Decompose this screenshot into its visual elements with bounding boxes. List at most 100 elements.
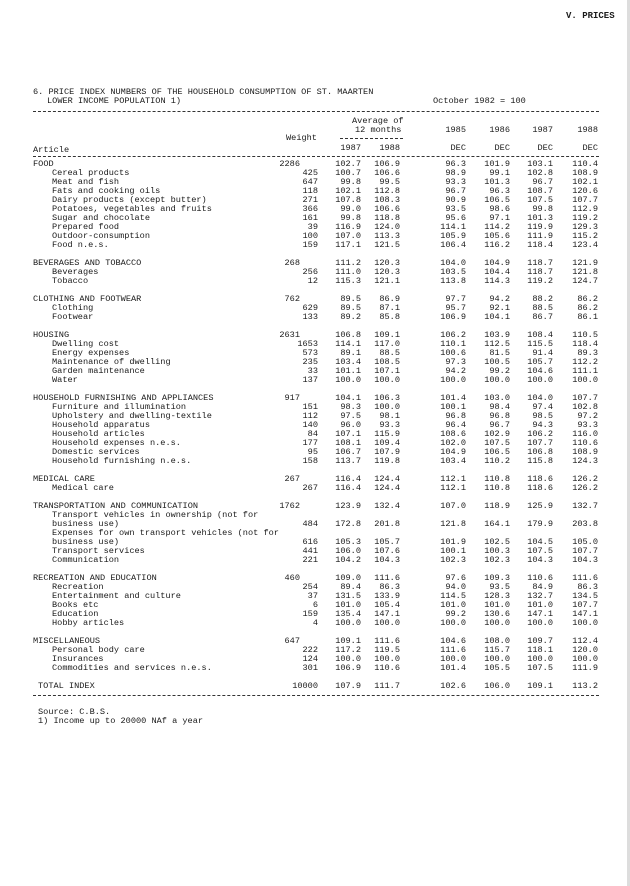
value-cell: 104.6 xyxy=(527,366,553,376)
value-cell: 121.8 xyxy=(572,267,598,277)
value-cell: 111.6 xyxy=(374,573,400,583)
value-cell: 114.1 xyxy=(335,339,361,349)
weight-cell: 460 xyxy=(284,573,300,583)
value-cell: 112.8 xyxy=(374,186,400,196)
value-cell: 100.6 xyxy=(440,348,466,358)
row-label: Water xyxy=(52,375,78,385)
value-cell: 117.1 xyxy=(335,240,361,250)
value-cell: 86.2 xyxy=(577,303,598,313)
row-label: Insurances xyxy=(52,654,104,664)
value-cell: 103.1 xyxy=(527,159,553,169)
value-cell: 104.3 xyxy=(374,555,400,565)
row-label: Entertainment and culture xyxy=(52,591,181,601)
value-cell: 100.1 xyxy=(440,546,466,556)
item-row: Entertainment and culture 37 131.5 133.9 114… xyxy=(0,592,630,601)
value-cell: 109.1 xyxy=(527,681,553,691)
dec-year-1988: 1988 xyxy=(577,125,598,135)
weight-cell: 140 xyxy=(302,420,318,430)
item-row: Hobby articles 4 100.0 100.0 100.0 100.0 100.0… xyxy=(0,619,630,628)
value-cell: 97.6 xyxy=(445,573,466,583)
weight-cell: 137 xyxy=(302,375,318,385)
value-cell: 97.5 xyxy=(340,411,361,421)
value-cell: 89.5 xyxy=(340,303,361,313)
value-cell: 107.1 xyxy=(335,429,361,439)
value-cell: 111.6 xyxy=(440,645,466,655)
value-cell: 124.7 xyxy=(572,276,598,286)
value-cell: 125.9 xyxy=(527,501,553,511)
value-cell: 201.8 xyxy=(374,519,400,529)
value-cell: 104.6 xyxy=(440,636,466,646)
value-cell: 100.0 xyxy=(484,654,510,664)
weight-cell: 616 xyxy=(302,537,318,547)
value-cell: 96.7 xyxy=(532,177,553,187)
weight-cell: 917 xyxy=(284,393,300,403)
value-cell: 172.8 xyxy=(335,519,361,529)
item-row: Sugar and chocolate 161 99.8 118.8 95.6 97.1 1… xyxy=(0,214,630,223)
value-cell: 100.7 xyxy=(335,168,361,178)
value-cell: 100.0 xyxy=(484,618,510,628)
value-cell: 96.7 xyxy=(489,420,510,430)
value-cell: 118.6 xyxy=(527,474,553,484)
item-row: business use) 616 105.3 105.7 101.9 102.5 104.… xyxy=(0,538,630,547)
value-cell: 94.2 xyxy=(489,294,510,304)
row-label: TRANSPORTATION AND COMMUNICATION xyxy=(33,501,199,511)
value-cell: 110.8 xyxy=(484,483,510,493)
value-cell: 147.1 xyxy=(374,609,400,619)
row-label: Household apparatus xyxy=(52,420,150,430)
value-cell: 106.9 xyxy=(374,159,400,169)
value-cell: 93.5 xyxy=(445,204,466,214)
value-cell: 101.3 xyxy=(484,177,510,187)
value-cell: 99.8 xyxy=(340,213,361,223)
value-cell: 110.2 xyxy=(484,456,510,466)
row-label: BEVERAGES AND TOBACCO xyxy=(33,258,142,268)
value-cell: 120.6 xyxy=(572,186,598,196)
value-cell: 116.4 xyxy=(335,483,361,493)
value-cell: 106.4 xyxy=(440,240,466,250)
value-cell: 110.1 xyxy=(440,339,466,349)
value-cell: 104.1 xyxy=(484,312,510,322)
row-label: RECREATION AND EDUCATION xyxy=(33,573,157,583)
value-cell: 119.2 xyxy=(527,276,553,286)
value-cell: 92.1 xyxy=(489,303,510,313)
value-cell: 99.2 xyxy=(445,609,466,619)
value-cell: 107.7 xyxy=(572,393,598,403)
dec-year-1985: 1985 xyxy=(445,125,466,135)
row-label: Dairy products (except butter) xyxy=(52,195,207,205)
value-cell: 107.7 xyxy=(527,438,553,448)
row-label: HOUSING xyxy=(33,330,70,340)
value-cell: 118.8 xyxy=(374,213,400,223)
section-row: TRANSPORTATION AND COMMUNICATION 1762 123.… xyxy=(0,502,630,511)
value-cell: 89.2 xyxy=(340,312,361,322)
dec-year-1987: 1987 xyxy=(532,125,553,135)
section-row: HOUSEHOLD FURNISHING AND APPLIANCES 917 10… xyxy=(0,394,630,403)
weight-cell: 573 xyxy=(302,348,318,358)
value-cell: 106.3 xyxy=(374,393,400,403)
item-row: Maintenance of dwelling 235 103.4 108.5 97.3… xyxy=(0,358,630,367)
value-cell: 106.7 xyxy=(335,447,361,457)
item-row: Food n.e.s. 159 117.1 121.5 106.4 116.2 118.4 1… xyxy=(0,241,630,250)
weight-cell: 100 xyxy=(302,231,318,241)
value-cell: 102.8 xyxy=(572,402,598,412)
value-cell: 106.2 xyxy=(527,429,553,439)
item-row: business use) 484 172.8 201.8 121.8 164.1 179.… xyxy=(0,520,630,529)
value-cell: 104.3 xyxy=(572,555,598,565)
row-label: Household furnishing n.e.s. xyxy=(52,456,192,466)
weight-cell: 222 xyxy=(302,645,318,655)
value-cell: 119.8 xyxy=(374,456,400,466)
row-label: Domestic services xyxy=(52,447,140,457)
value-cell: 102.6 xyxy=(440,681,466,691)
row-label: Prepared food xyxy=(52,222,120,232)
value-cell: 101.9 xyxy=(440,537,466,547)
item-row: Energy expenses 573 89.1 88.5 100.6 81.5 91.4 8… xyxy=(0,349,630,358)
value-cell: 96.3 xyxy=(445,159,466,169)
value-cell: 97.1 xyxy=(489,213,510,223)
value-cell: 111.6 xyxy=(572,573,598,583)
row-label: Tobacco xyxy=(52,276,89,286)
value-cell: 95.7 xyxy=(445,303,466,313)
row-label: HOUSEHOLD FURNISHING AND APPLIANCES xyxy=(33,393,214,403)
value-cell: 93.3 xyxy=(445,177,466,187)
weight-cell: 133 xyxy=(302,312,318,322)
value-cell: 104.1 xyxy=(335,393,361,403)
value-cell: 131.5 xyxy=(335,591,361,601)
divider xyxy=(33,695,599,696)
